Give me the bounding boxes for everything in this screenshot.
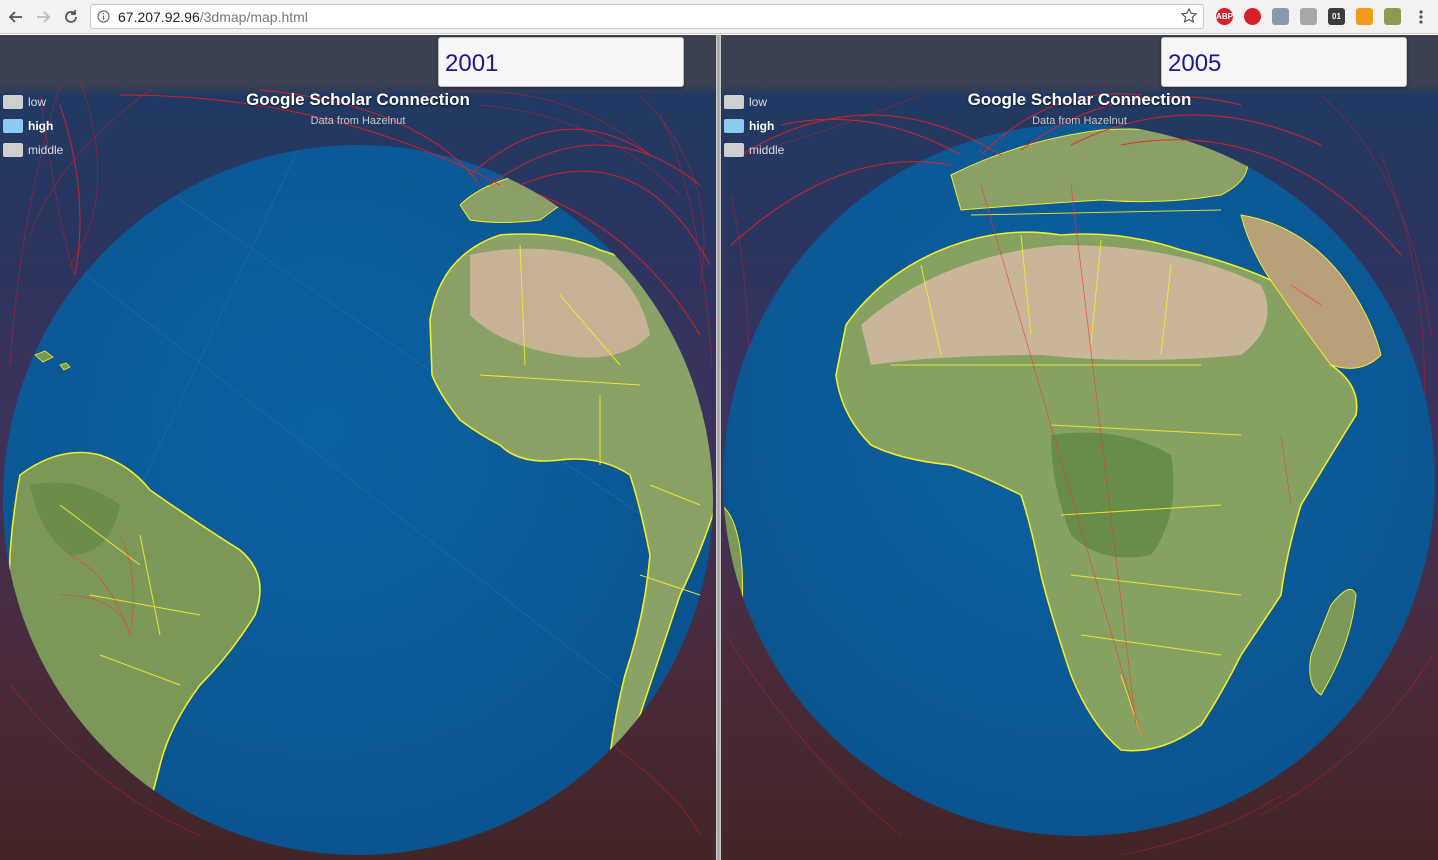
europe-landmass — [950, 128, 1249, 211]
connection-arcs — [59, 89, 711, 336]
legend-item-high[interactable]: high — [3, 114, 63, 138]
adblock-plus-icon[interactable]: ABP — [1216, 8, 1233, 25]
year-value: 2005 — [1168, 50, 1222, 77]
background-arcs — [725, 94, 1434, 856]
ublock-icon[interactable] — [1244, 8, 1261, 25]
browser-toolbar: 67.207.92.96/3dmap/map.html ABP 01 — [0, 0, 1438, 34]
map-panel-2001: 2001 low high middle Google Scholar Conn… — [0, 35, 716, 860]
legend-swatch-middle — [724, 143, 744, 157]
url-host: 67.207.92.96 — [118, 9, 200, 25]
android-icon[interactable] — [1300, 8, 1317, 25]
legend-label-high: high — [28, 119, 54, 133]
background-arcs — [9, 79, 713, 836]
satellite-icon[interactable] — [1272, 8, 1289, 25]
connection-arcs — [730, 93, 1402, 256]
legend-swatch-high — [724, 119, 744, 133]
back-arrow-icon — [8, 11, 22, 23]
chart-subtitle: Data from Hazelnut — [310, 115, 406, 127]
rss-icon[interactable] — [1356, 8, 1373, 25]
legend-item-high[interactable]: high — [724, 114, 784, 138]
arabia-landmass — [1240, 214, 1382, 369]
panel-divider[interactable] — [716, 35, 721, 860]
madagascar-landmass — [1309, 588, 1357, 696]
legend: low high middle — [724, 90, 784, 162]
legend-swatch-low — [724, 95, 744, 109]
browser-menu-button[interactable] — [1410, 6, 1432, 28]
address-bar[interactable]: 67.207.92.96/3dmap/map.html — [90, 4, 1204, 29]
legend-item-low[interactable]: low — [3, 90, 63, 114]
year-selector[interactable]: 2005 — [1161, 37, 1407, 87]
legend-label-low: low — [28, 95, 47, 109]
legend-item-low[interactable]: low — [724, 90, 784, 114]
reload-button[interactable] — [60, 6, 82, 28]
legend-label-high: high — [749, 119, 775, 133]
info-icon[interactable] — [97, 10, 110, 23]
legend-swatch-high — [3, 119, 23, 133]
bookmark-star-icon[interactable] — [1180, 7, 1198, 25]
legend-swatch-middle — [3, 143, 23, 157]
globe-canvas[interactable] — [721, 35, 1438, 860]
back-button[interactable] — [5, 6, 27, 28]
legend-label-middle: middle — [28, 143, 64, 157]
url-path: /3dmap/map.html — [199, 9, 308, 25]
map-panel-2005: 2005 low high middle Google Scholar Conn… — [721, 35, 1438, 860]
legend-label-low: low — [749, 95, 768, 109]
chart-title: Google Scholar Connection — [246, 90, 470, 109]
legend-label-middle: middle — [749, 143, 785, 157]
legend-swatch-low — [3, 95, 23, 109]
legend: low high middle — [3, 90, 63, 162]
forward-arrow-icon — [37, 11, 51, 23]
year-selector[interactable]: 2001 — [438, 37, 684, 87]
chart-subtitle: Data from Hazelnut — [1032, 115, 1127, 127]
reload-icon — [65, 10, 77, 23]
url-text: 67.207.92.96/3dmap/map.html — [118, 9, 308, 25]
globe-canvas[interactable] — [0, 35, 716, 860]
legend-item-middle[interactable]: middle — [3, 138, 63, 162]
legend-item-middle[interactable]: middle — [724, 138, 784, 162]
counter-icon[interactable]: 01 — [1328, 8, 1345, 25]
chart-title: Google Scholar Connection — [967, 90, 1192, 109]
puzzle-icon[interactable] — [1384, 8, 1401, 25]
forward-button[interactable] — [32, 6, 54, 28]
year-value: 2001 — [445, 50, 499, 77]
kebab-menu-icon — [1419, 10, 1423, 24]
